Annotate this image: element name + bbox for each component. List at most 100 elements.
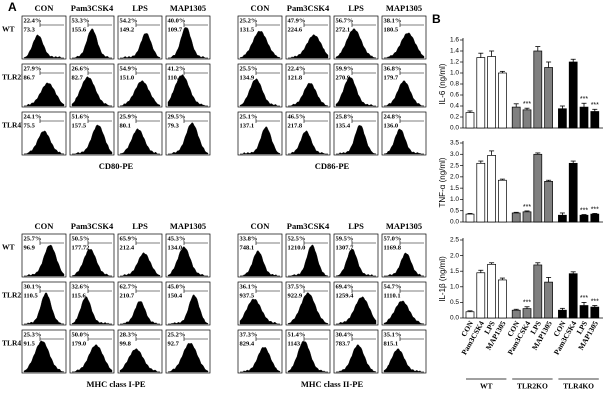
y-tick-label: 2.0	[450, 174, 459, 181]
mfi-label: 109.7	[168, 26, 183, 33]
percent-label: 57.0%	[384, 235, 402, 242]
histogram-shape	[383, 300, 425, 325]
y-tick-label: 0.6	[450, 92, 459, 99]
histogram-shape	[167, 122, 209, 155]
y-tick-label: 1.5	[450, 185, 459, 192]
y-tick-label: 1.0	[450, 196, 459, 203]
mfi-label: 75.5	[24, 122, 36, 129]
group-label: WT	[480, 382, 493, 391]
axis-label: CD80-PE	[99, 161, 134, 171]
histogram-shape	[239, 298, 281, 325]
histogram-shape	[119, 300, 161, 325]
percent-label: 40.0%	[168, 17, 186, 24]
mfi-label: 155.6	[72, 26, 87, 33]
bar	[544, 181, 553, 223]
percent-label: 29.5%	[168, 113, 186, 120]
mfi-label: 80.1	[120, 122, 131, 129]
mfi-label: 180.5	[384, 26, 399, 33]
y-axis-label: IL-1β (ng/ml)	[438, 256, 447, 302]
column-header: MAP1305	[386, 221, 422, 231]
row-label: TLR2KO	[2, 291, 33, 300]
bar	[476, 57, 486, 129]
column-header: MAP1305	[386, 3, 422, 13]
bar	[558, 108, 567, 129]
percent-label: 54.2%	[120, 17, 138, 24]
bar	[533, 153, 543, 223]
histogram-shape	[287, 34, 329, 59]
percent-label: 45.0%	[168, 283, 186, 290]
mfi-label: 210.7	[120, 292, 135, 299]
mfi-label: 1307.7	[336, 244, 355, 251]
mfi-label: 150.4	[168, 292, 183, 299]
bar	[590, 213, 600, 223]
percent-label: 65.9%	[120, 235, 138, 242]
significance-label: ***	[580, 96, 588, 103]
mfi-label: 92.7	[168, 340, 180, 347]
percent-label: 53.3%	[72, 17, 90, 24]
significance-label: ***	[580, 295, 588, 302]
percent-label: 51.6%	[72, 113, 90, 120]
histogram-shape	[71, 124, 113, 155]
mfi-label: 815.1	[384, 340, 399, 347]
percent-label: 52.5%	[288, 235, 306, 242]
column-header: CON	[35, 3, 55, 13]
percent-label: 37.3%	[240, 331, 258, 338]
mfi-label: 177.72	[72, 244, 90, 251]
axis-label: MHC class II-PE	[301, 379, 364, 389]
histogram-shape	[287, 292, 329, 325]
percent-label: 25.7%	[24, 235, 42, 242]
histogram-shape	[71, 76, 113, 107]
mfi-label: 136.0	[384, 122, 399, 129]
mfi-label: 134.9	[240, 74, 255, 81]
y-tick-label: 1.4	[450, 48, 459, 55]
histogram-shape	[239, 346, 281, 373]
mfi-label: 224.6	[288, 26, 303, 33]
bar	[487, 155, 496, 223]
histogram-shape	[168, 294, 209, 325]
y-tick-label: 1.5	[450, 268, 459, 275]
row-label: WT	[2, 25, 15, 34]
histogram-shape	[383, 32, 425, 59]
mfi-label: 110.1	[168, 74, 182, 81]
mfi-label: 1110.1	[384, 292, 401, 299]
histogram-shape	[335, 296, 377, 325]
bar	[498, 279, 507, 319]
bar	[511, 212, 521, 223]
mfi-label: 135.4	[336, 122, 351, 129]
mfi-label: 91.5	[24, 340, 36, 347]
bar	[522, 109, 532, 129]
column-header: LPS	[132, 3, 148, 13]
mfi-label: 179.0	[72, 340, 87, 347]
bar	[568, 162, 578, 223]
column-header: Pam3CSK4	[287, 221, 330, 231]
mfi-label: 783.7	[336, 340, 351, 347]
bar	[498, 72, 507, 129]
histogram-shape	[23, 340, 65, 373]
histogram-shape	[239, 30, 281, 59]
mfi-label: 134.0	[168, 244, 183, 251]
percent-label: 46.5%	[288, 113, 306, 120]
histogram-shape	[23, 244, 65, 277]
percent-label: 36.8%	[384, 65, 402, 72]
mfi-label: 1210.0	[288, 244, 306, 251]
histogram-shape	[383, 252, 425, 277]
group-label: TLR4KO	[563, 382, 594, 391]
axis-label: MHC class I-PE	[86, 379, 145, 389]
histogram-shape	[383, 128, 425, 155]
y-tick-label: 0.0	[450, 315, 459, 322]
percent-label: 35.1%	[384, 331, 402, 338]
row-label: TLR2KO	[2, 73, 33, 82]
mfi-label: 157.5	[72, 122, 87, 129]
histogram-shape	[287, 130, 329, 155]
percent-label: 28.3%	[120, 331, 138, 338]
panel-label: B	[432, 12, 441, 26]
bar	[511, 106, 521, 129]
group-label: TLR2KO	[517, 382, 548, 391]
percent-label: 25.2%	[168, 331, 186, 338]
row-label: WT	[2, 243, 15, 252]
row-label: TLR4KO	[2, 339, 33, 348]
y-tick-label: 2.0	[450, 252, 459, 259]
mfi-label: 86.7	[24, 74, 36, 81]
percent-label: 27.9%	[24, 65, 42, 72]
mfi-label: 121.8	[288, 74, 303, 81]
